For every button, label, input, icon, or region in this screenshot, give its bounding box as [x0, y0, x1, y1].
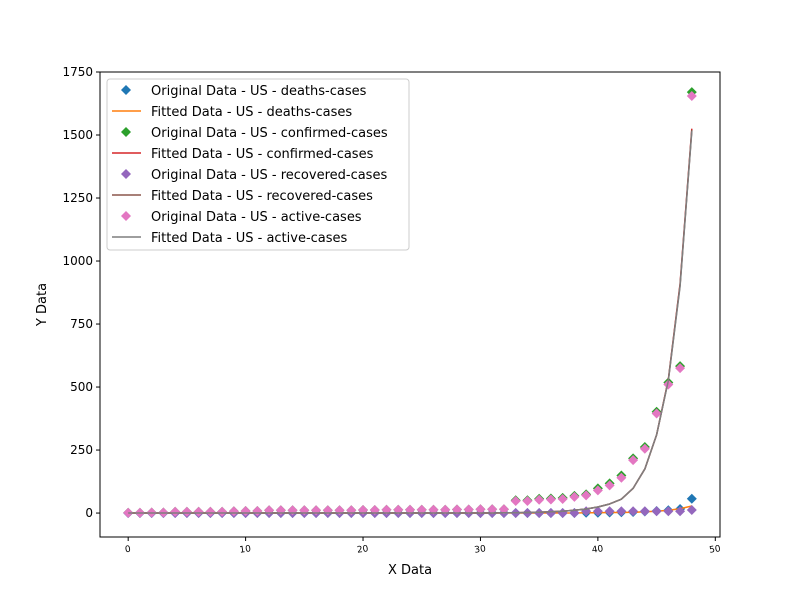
data-point — [616, 506, 627, 517]
plot-area — [123, 87, 697, 519]
legend-item: Fitted Data - US - confirmed-cases — [112, 147, 374, 162]
data-point — [545, 494, 556, 505]
legend-marker-swatch — [121, 169, 131, 179]
series-line — [128, 131, 693, 514]
y-axis: 0 250 500 750 1000 1250 1500 1750 — [62, 65, 100, 520]
data-point — [498, 504, 509, 515]
data-point — [686, 493, 697, 504]
data-point — [205, 506, 216, 517]
legend-label: Original Data - US - active-cases — [151, 210, 362, 225]
y-tick-label: 1750 — [62, 65, 93, 79]
y-tick-label: 1250 — [62, 191, 93, 205]
data-point — [522, 495, 533, 506]
legend-label: Fitted Data - US - active-cases — [151, 231, 348, 246]
legend-marker-swatch — [121, 85, 131, 95]
legend-marker-swatch — [121, 127, 131, 137]
data-point — [451, 504, 462, 515]
data-point — [651, 408, 662, 419]
data-point — [686, 90, 697, 101]
x-tick-label: 30 — [474, 544, 487, 556]
x-tick-label: 50 — [709, 544, 722, 556]
data-point — [663, 379, 674, 390]
legend-item: Original Data - US - active-cases — [121, 210, 362, 225]
data-point — [416, 504, 427, 515]
legend-item: Original Data - US - recovered-cases — [121, 168, 387, 183]
y-tick-label: 1000 — [62, 254, 93, 268]
legend-label: Fitted Data - US - recovered-cases — [151, 189, 373, 204]
data-point — [604, 506, 615, 517]
data-point — [616, 472, 627, 483]
series-8 — [128, 131, 693, 514]
data-point — [581, 490, 592, 501]
legend-label: Fitted Data - US - deaths-cases — [151, 105, 352, 120]
data-point — [405, 504, 415, 515]
y-tick-label: 750 — [70, 317, 93, 331]
x-tick-label: 0 — [124, 545, 131, 556]
axes-frame — [99, 71, 721, 538]
data-point — [510, 495, 521, 506]
y-tick-label: 0 — [85, 506, 93, 520]
x-tick-label: 10 — [239, 544, 252, 556]
legend-label: Original Data - US - deaths-cases — [151, 84, 367, 99]
legend-item: Original Data - US - confirmed-cases — [121, 126, 388, 141]
x-axis-label: X Data — [388, 563, 432, 578]
legend-item: Original Data - US - deaths-cases — [121, 84, 367, 99]
data-point — [592, 506, 603, 517]
data-point — [628, 455, 639, 466]
data-point — [475, 504, 486, 515]
legend-item: Fitted Data - US - active-cases — [112, 231, 348, 246]
data-point — [639, 506, 650, 517]
data-point — [639, 443, 650, 454]
legend: Original Data - US - deaths-cases Fitted … — [106, 78, 410, 251]
legend-label: Fitted Data - US - confirmed-cases — [151, 147, 374, 162]
y-tick-label: 250 — [70, 443, 93, 457]
data-point — [545, 508, 556, 519]
legend-box — [106, 78, 410, 251]
data-point — [217, 506, 228, 517]
data-point — [440, 504, 451, 515]
data-point — [193, 506, 204, 517]
data-point — [534, 494, 545, 505]
y-axis-label: Y Data — [35, 283, 50, 327]
data-point — [569, 491, 580, 502]
legend-label: Original Data - US - recovered-cases — [151, 168, 387, 183]
data-point — [534, 508, 545, 519]
data-point — [181, 506, 192, 517]
data-point — [675, 363, 686, 374]
data-point — [428, 504, 439, 515]
data-point — [686, 505, 697, 516]
data-point — [628, 506, 639, 517]
data-point — [663, 506, 674, 517]
data-point — [463, 504, 474, 515]
legend-label: Original Data - US - confirmed-cases — [151, 126, 388, 141]
y-tick-label: 1500 — [62, 128, 93, 142]
data-point — [487, 504, 498, 515]
x-tick-label: 40 — [591, 544, 604, 556]
x-axis: 0 10 20 30 40 50 — [124, 537, 722, 556]
data-point — [170, 506, 181, 517]
legend-item: Fitted Data - US - deaths-cases — [112, 105, 352, 120]
data-point — [557, 493, 568, 504]
legend-marker-swatch — [121, 211, 131, 221]
data-point — [381, 504, 392, 515]
data-point — [592, 485, 603, 496]
y-tick-label: 500 — [70, 380, 93, 394]
data-point — [651, 506, 662, 517]
data-point — [393, 504, 404, 515]
data-point — [604, 480, 615, 491]
legend-item: Fitted Data - US - recovered-cases — [112, 189, 373, 204]
x-tick-label: 20 — [356, 544, 369, 556]
data-point — [675, 506, 686, 517]
